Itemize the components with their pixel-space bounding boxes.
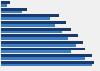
Bar	[1, 37, 68, 40]
Bar	[1, 34, 78, 37]
Bar	[1, 1, 10, 4]
Bar	[1, 57, 85, 60]
Bar	[1, 50, 71, 53]
Bar	[1, 8, 27, 11]
Bar	[1, 54, 92, 57]
Bar	[1, 41, 83, 44]
Bar	[1, 14, 59, 17]
Bar	[1, 48, 85, 50]
Bar	[1, 21, 66, 24]
Bar	[1, 28, 71, 31]
Bar	[1, 4, 7, 7]
Bar	[1, 31, 62, 33]
Bar	[1, 64, 92, 66]
Bar	[1, 11, 22, 13]
Bar	[1, 61, 94, 64]
Bar	[1, 17, 50, 20]
Bar	[1, 24, 55, 27]
Bar	[1, 44, 76, 47]
